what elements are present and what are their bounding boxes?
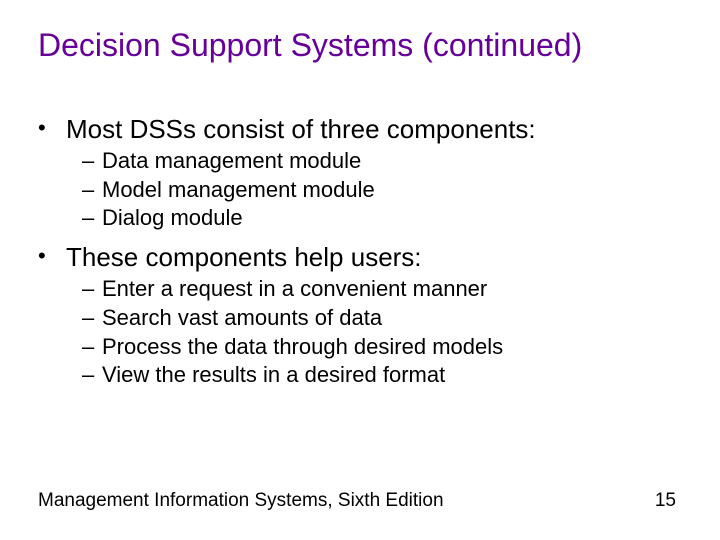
slide-body: • Most DSSs consist of three components:… <box>38 108 680 389</box>
dash-icon: – <box>82 334 102 361</box>
dash-icon: – <box>82 276 102 303</box>
slide: Decision Support Systems (continued) • M… <box>0 0 720 540</box>
sub-bullet-text: Dialog module <box>102 205 680 232</box>
footer-source: Management Information Systems, Sixth Ed… <box>38 490 444 512</box>
dash-icon: – <box>82 177 102 204</box>
bullet-text: Most DSSs consist of three components: <box>66 114 680 146</box>
sub-bullet-text: Search vast amounts of data <box>102 305 680 332</box>
page-number: 15 <box>655 490 676 512</box>
dash-icon: – <box>82 205 102 232</box>
dash-icon: – <box>82 148 102 175</box>
bullet-level2: – View the results in a desired format <box>82 362 680 389</box>
bullet-level2: – Model management module <box>82 177 680 204</box>
sub-bullet-text: Data management module <box>102 148 680 175</box>
bullet-level2: – Dialog module <box>82 205 680 232</box>
slide-title: Decision Support Systems (continued) <box>38 28 700 63</box>
sub-bullet-text: Enter a request in a convenient manner <box>102 276 680 303</box>
bullet-level2: – Data management module <box>82 148 680 175</box>
dash-icon: – <box>82 305 102 332</box>
bullet-level1: • These components help users: <box>38 242 680 274</box>
bullet-dot-icon: • <box>38 242 66 270</box>
dash-icon: – <box>82 362 102 389</box>
sub-bullet-text: Model management module <box>102 177 680 204</box>
bullet-level2: – Search vast amounts of data <box>82 305 680 332</box>
sub-bullet-text: Process the data through desired models <box>102 334 680 361</box>
sub-bullet-text: View the results in a desired format <box>102 362 680 389</box>
bullet-text: These components help users: <box>66 242 680 274</box>
bullet-dot-icon: • <box>38 114 66 142</box>
bullet-level1: • Most DSSs consist of three components: <box>38 114 680 146</box>
bullet-level2: – Enter a request in a convenient manner <box>82 276 680 303</box>
bullet-level2: – Process the data through desired model… <box>82 334 680 361</box>
